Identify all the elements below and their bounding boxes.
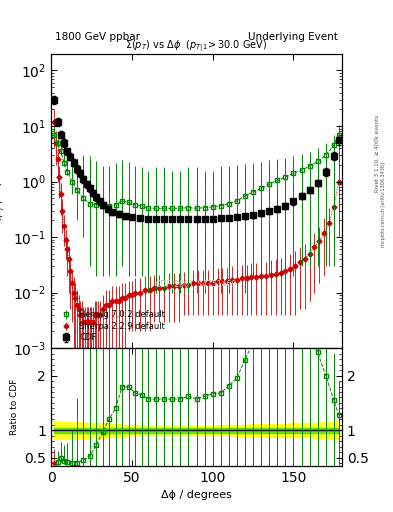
Text: CDF_2001_S4751469: CDF_2001_S4751469	[156, 279, 237, 288]
X-axis label: Δϕ / degrees: Δϕ / degrees	[161, 490, 232, 500]
Text: Underlying Event: Underlying Event	[248, 32, 338, 42]
Text: 1800 GeV ppbar: 1800 GeV ppbar	[55, 32, 140, 42]
Title: $\Sigma(p_T)$ vs $\Delta\phi$  ($p_{T|1}\! > 30.0$ GeV): $\Sigma(p_T)$ vs $\Delta\phi$ ($p_{T|1}\…	[125, 38, 268, 54]
Legend: Herwig 7.0.2 default, Sherpa 2.2.9 default, CDF: Herwig 7.0.2 default, Sherpa 2.2.9 defau…	[55, 309, 167, 344]
Text: mcplots.cern.ch [arXiv:1306.3436]: mcplots.cern.ch [arXiv:1306.3436]	[381, 162, 386, 247]
Y-axis label: $\langle\, p_T^{\,\Sigma}\,\mu\mathrm{m}\,\rangle$: $\langle\, p_T^{\,\Sigma}\,\mu\mathrm{m}…	[0, 180, 7, 222]
Y-axis label: Ratio to CDF: Ratio to CDF	[10, 379, 19, 435]
Text: Rivet 3.1.10, ≥ 400k events: Rivet 3.1.10, ≥ 400k events	[375, 115, 380, 192]
